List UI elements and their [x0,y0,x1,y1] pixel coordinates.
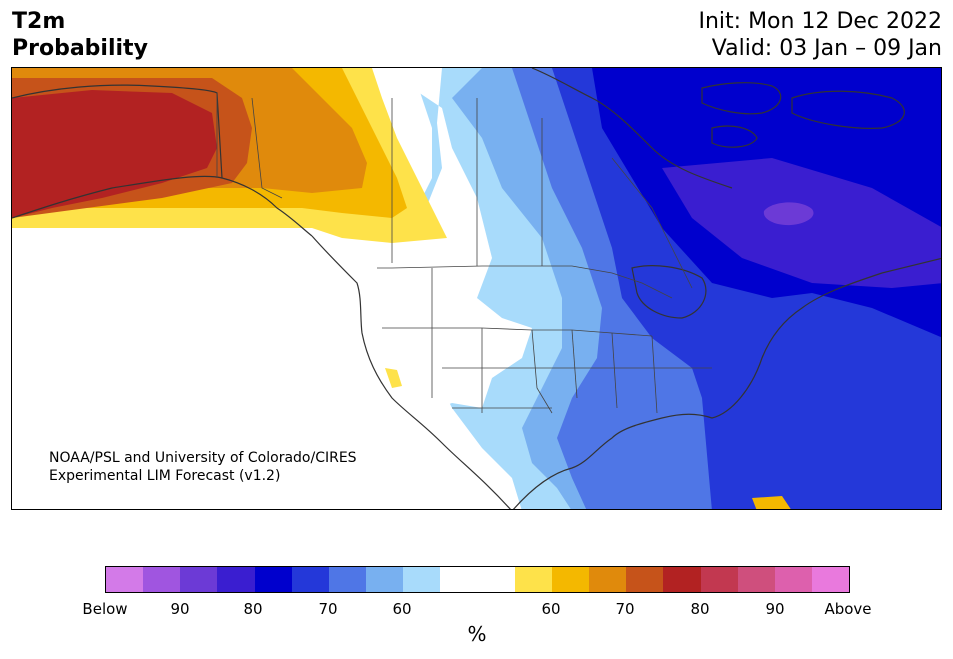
below-90-region [763,202,814,226]
init-date: Init: Mon 12 Dec 2022 [698,9,943,34]
colorbar-tick-label: 70 [318,600,338,618]
above-55-baja [385,368,402,388]
above-60-caribbean [752,496,791,509]
map-title: T2m Probability [12,8,148,62]
colorbar-swatch [440,567,478,592]
colorbar-unit: % [467,622,487,646]
colorbar-swatch [106,567,144,592]
colorbar-swatch [143,567,181,592]
colorbar-swatch [328,567,367,592]
colorbar-swatch [514,567,552,592]
political-borders [216,93,712,414]
colorbar [105,566,850,593]
colorbar-swatch [291,567,329,592]
colorbar-swatch [811,567,850,592]
valid-date: Valid: 03 Jan – 09 Jan [711,36,942,61]
colorbar-swatch [589,567,627,592]
colorbar-swatch [700,567,738,592]
colorbar-swatch [774,567,812,592]
colorbar-swatch [217,567,255,592]
colorbar-swatch [626,567,664,592]
colorbar-swatch [403,567,441,592]
colorbar-tick-label: Above [824,600,872,618]
credit-line-2: Experimental LIM Forecast (v1.2) [49,468,281,484]
probability-map [11,67,942,510]
coastlines [12,68,941,509]
colorbar-swatch [737,567,775,592]
colorbar-swatch [366,567,404,592]
map-credit: NOAA/PSL and University of Colorado/CIRE… [49,449,357,485]
credit-line-1: NOAA/PSL and University of Colorado/CIRE… [49,450,357,466]
colorbar-tick-label: 60 [392,600,412,618]
colorbar-tick-label: 80 [243,600,263,618]
colorbar-swatch [254,567,292,592]
above-75-region [12,90,217,218]
colorbar-tick-label: 70 [615,600,635,618]
colorbar-tick-label: 90 [765,600,785,618]
colorbar-swatch [663,567,701,592]
colorbar-swatch [551,567,590,592]
title-type: Probability [12,36,148,61]
forecast-dates: Init: Mon 12 Dec 2022 Valid: 03 Jan – 09… [699,8,943,62]
colorbar-swatch [180,567,218,592]
colorbar-tick-label: 90 [170,600,190,618]
colorbar-tick-label: Below [82,600,128,618]
colorbar-tick-label: 80 [690,600,710,618]
title-variable: T2m [12,9,66,34]
colorbar-tick-label: 60 [541,600,561,618]
colorbar-swatch [477,567,515,592]
map-canvas [12,68,941,509]
near-normal-region [347,68,532,418]
